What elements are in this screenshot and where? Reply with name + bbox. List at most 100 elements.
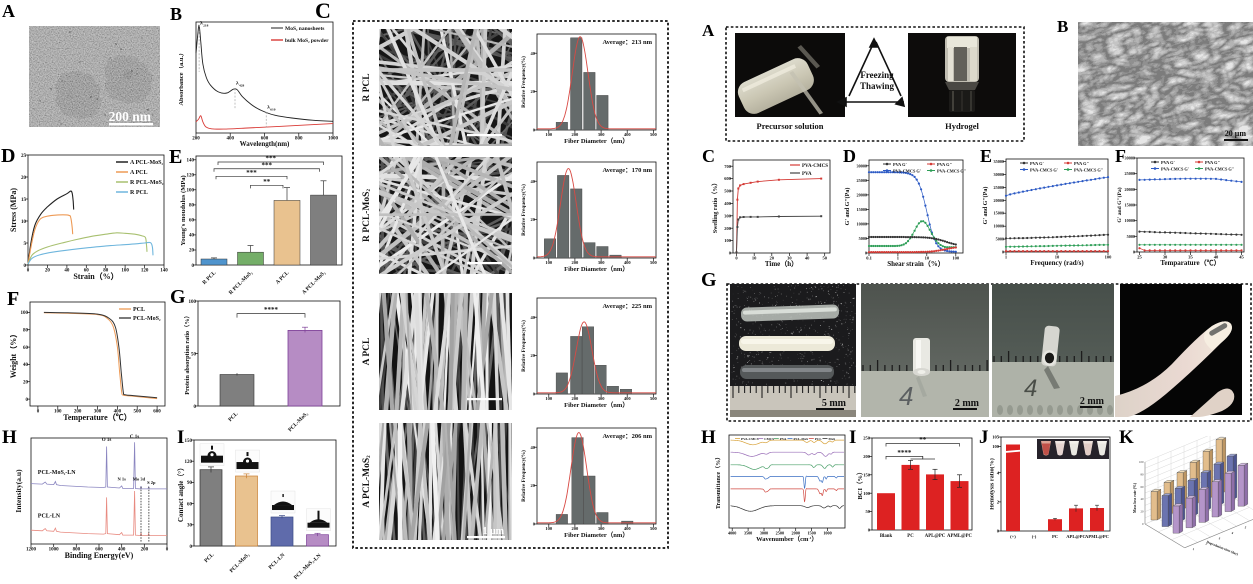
svg-text:500: 500 bbox=[650, 132, 658, 137]
svg-text:200: 200 bbox=[141, 548, 149, 553]
svg-text:Time（h）: Time（h） bbox=[765, 260, 798, 268]
svg-text:60: 60 bbox=[1141, 485, 1145, 489]
svg-text:0: 0 bbox=[533, 522, 536, 527]
svg-text:Precursor solution: Precursor solution bbox=[757, 121, 824, 131]
svg-text:40: 40 bbox=[189, 234, 195, 239]
svg-text:0: 0 bbox=[27, 269, 30, 274]
svg-text:120: 120 bbox=[141, 269, 149, 274]
svg-text:Relative Frequency(%): Relative Frequency(%) bbox=[520, 450, 527, 502]
svg-text:0: 0 bbox=[192, 264, 195, 269]
svg-text:600: 600 bbox=[261, 137, 269, 142]
svg-text:35: 35 bbox=[1188, 255, 1193, 260]
svg-text:20: 20 bbox=[770, 256, 775, 261]
svg-text:15000: 15000 bbox=[994, 211, 1004, 216]
svg-text:100: 100 bbox=[54, 410, 62, 415]
svg-text:200 nm: 200 nm bbox=[109, 109, 152, 124]
svg-text:700: 700 bbox=[724, 164, 732, 169]
svg-text:Thawing: Thawing bbox=[860, 81, 895, 91]
svg-text:100: 100 bbox=[863, 491, 871, 496]
svg-text:428: 428 bbox=[239, 83, 245, 87]
svg-text:0: 0 bbox=[166, 548, 169, 553]
svg-text:30000: 30000 bbox=[857, 163, 867, 168]
svg-text:10: 10 bbox=[925, 256, 930, 261]
svg-text:Fiber Diameter（nm）: Fiber Diameter（nm） bbox=[564, 265, 629, 273]
svg-text:45: 45 bbox=[1239, 255, 1244, 260]
svg-text:300: 300 bbox=[94, 410, 102, 415]
svg-text:20: 20 bbox=[1141, 510, 1145, 514]
svg-text:30: 30 bbox=[187, 524, 193, 529]
svg-text:0: 0 bbox=[194, 405, 197, 410]
svg-text:5000: 5000 bbox=[1127, 234, 1135, 239]
svg-text:A PCL: A PCL bbox=[275, 270, 291, 286]
svg-text:0: 0 bbox=[533, 392, 536, 397]
svg-text:R PCL: R PCL bbox=[130, 190, 148, 196]
svg-text:C 1s: C 1s bbox=[130, 435, 139, 440]
svg-text:Hemolysis ratio(%): Hemolysis ratio(%) bbox=[990, 458, 996, 510]
svg-text:0: 0 bbox=[735, 256, 738, 261]
svg-text:25: 25 bbox=[21, 154, 27, 159]
svg-text:100: 100 bbox=[1105, 255, 1113, 260]
svg-text:(+): (+) bbox=[1010, 534, 1016, 539]
svg-text:25000: 25000 bbox=[857, 178, 867, 183]
svg-text:30: 30 bbox=[1163, 255, 1168, 260]
svg-text:610: 610 bbox=[270, 108, 276, 112]
svg-text:30000: 30000 bbox=[1125, 155, 1135, 160]
svg-text:120: 120 bbox=[185, 460, 193, 465]
svg-text:Wavelength(nm): Wavelength(nm) bbox=[240, 140, 290, 148]
svg-text:MoS: MoS bbox=[829, 437, 836, 441]
svg-text:PVA G": PVA G" bbox=[1205, 160, 1220, 165]
svg-text:500: 500 bbox=[133, 410, 141, 415]
svg-text:100: 100 bbox=[121, 269, 129, 274]
svg-text:15000: 15000 bbox=[1125, 202, 1135, 207]
svg-text:PCL-MoS: PCL-MoS bbox=[794, 437, 809, 441]
svg-text:40: 40 bbox=[531, 445, 536, 450]
svg-text:80: 80 bbox=[1141, 472, 1145, 476]
svg-text:Stress (MPa): Stress (MPa) bbox=[10, 188, 18, 232]
svg-text:40: 40 bbox=[1141, 497, 1145, 501]
svg-text:300: 300 bbox=[598, 526, 606, 531]
svg-text:5: 5 bbox=[24, 242, 27, 247]
svg-text:R PCL-MoS2: R PCL-MoS2 bbox=[130, 180, 164, 186]
svg-text:100: 100 bbox=[992, 444, 1000, 449]
svg-text:R PCL: R PCL bbox=[202, 270, 218, 286]
svg-text:20: 20 bbox=[21, 176, 27, 181]
svg-text:20000: 20000 bbox=[1125, 187, 1135, 192]
svg-text:25000: 25000 bbox=[1125, 171, 1135, 176]
svg-text:25: 25 bbox=[1137, 255, 1142, 260]
svg-text:***: *** bbox=[266, 155, 277, 163]
svg-text:0: 0 bbox=[1133, 249, 1135, 254]
svg-text:80: 80 bbox=[189, 204, 195, 209]
svg-text:0: 0 bbox=[37, 410, 40, 415]
svg-text:PVA-CMCS G": PVA-CMCS G" bbox=[937, 169, 966, 174]
svg-text:10: 10 bbox=[752, 256, 757, 261]
svg-text:PVA: PVA bbox=[802, 172, 812, 177]
svg-text:Temparature（℃）: Temparature（℃） bbox=[1160, 259, 1220, 267]
svg-text:100: 100 bbox=[21, 311, 29, 316]
svg-text:4: 4 bbox=[899, 381, 913, 411]
svg-text:APL@PC: APL@PC bbox=[1066, 534, 1086, 539]
svg-text:60: 60 bbox=[189, 219, 195, 224]
svg-text:400: 400 bbox=[118, 548, 126, 553]
svg-text:300: 300 bbox=[598, 132, 606, 137]
svg-text:Mass loss rate (%): Mass loss rate (%) bbox=[1133, 482, 1137, 513]
svg-text:200: 200 bbox=[863, 454, 871, 459]
svg-text:400: 400 bbox=[624, 396, 632, 401]
svg-text:PCL-LN: PCL-LN bbox=[38, 514, 61, 520]
svg-text:1000: 1000 bbox=[49, 548, 60, 553]
svg-text:1500: 1500 bbox=[807, 531, 815, 536]
svg-text:100: 100 bbox=[952, 256, 960, 261]
svg-text:G' and G''(Pa): G' and G''(Pa) bbox=[982, 187, 989, 225]
svg-text:0: 0 bbox=[26, 398, 29, 403]
svg-text:100: 100 bbox=[545, 132, 553, 137]
svg-text:30000: 30000 bbox=[994, 172, 1004, 177]
svg-text:***: *** bbox=[246, 169, 257, 177]
svg-text:25000: 25000 bbox=[994, 185, 1004, 190]
svg-text:15000: 15000 bbox=[857, 207, 867, 212]
svg-text:APML@PC: APML@PC bbox=[1085, 534, 1109, 539]
svg-text:20: 20 bbox=[531, 89, 536, 94]
svg-text:218: 218 bbox=[203, 23, 209, 27]
svg-text:PVA-CMCS G': PVA-CMCS G' bbox=[1161, 167, 1189, 172]
svg-text:Wavenumber（cm-1）: Wavenumber（cm-1） bbox=[756, 535, 818, 543]
svg-text:Degradation time (day): Degradation time (day) bbox=[1206, 540, 1239, 556]
svg-text:200: 200 bbox=[572, 260, 580, 265]
